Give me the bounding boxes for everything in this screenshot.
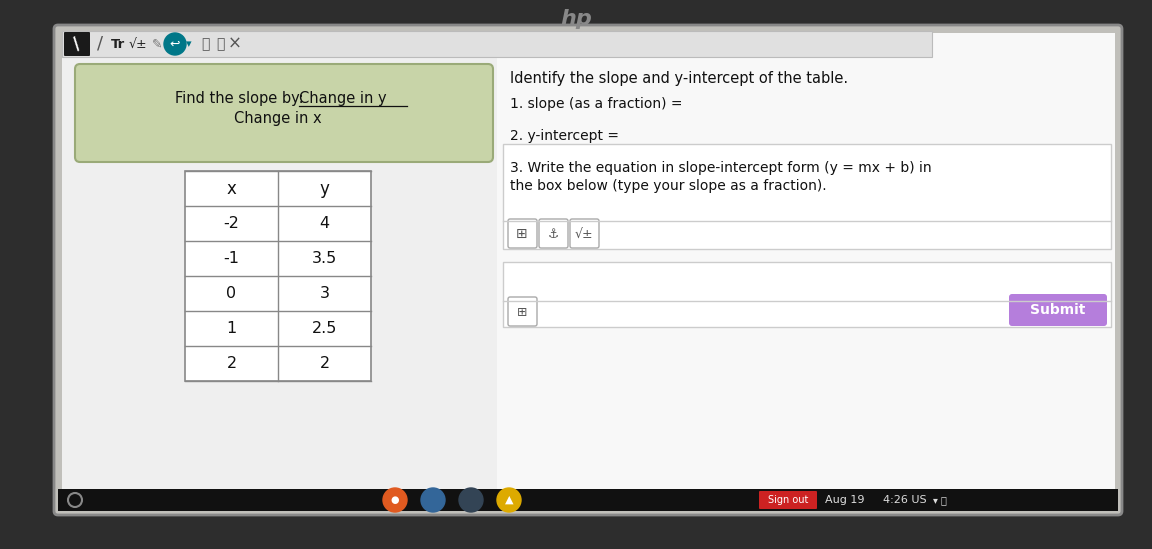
Circle shape [458, 488, 483, 512]
Text: √±: √± [129, 37, 147, 51]
Text: -1: -1 [223, 251, 240, 266]
Text: 1: 1 [227, 321, 236, 336]
FancyBboxPatch shape [54, 25, 1122, 515]
FancyBboxPatch shape [759, 491, 817, 509]
Text: ⊞: ⊞ [517, 305, 528, 318]
Text: ▾: ▾ [187, 39, 192, 49]
Text: ●: ● [391, 495, 400, 505]
FancyBboxPatch shape [185, 171, 371, 381]
Text: x: x [227, 180, 236, 198]
Text: 4:26 US: 4:26 US [884, 495, 927, 505]
Text: Identify the slope and y-intercept of the table.: Identify the slope and y-intercept of th… [510, 71, 848, 87]
Text: ⌢: ⌢ [200, 37, 210, 51]
FancyBboxPatch shape [75, 64, 493, 162]
FancyBboxPatch shape [570, 219, 599, 248]
Text: 2. y-intercept =: 2. y-intercept = [510, 129, 619, 143]
Text: 0: 0 [227, 286, 236, 301]
Text: 4: 4 [319, 216, 329, 231]
FancyBboxPatch shape [503, 262, 1111, 327]
Text: √±: √± [575, 227, 593, 240]
FancyBboxPatch shape [62, 33, 497, 507]
Circle shape [382, 488, 407, 512]
Text: Tr: Tr [111, 37, 126, 51]
FancyBboxPatch shape [503, 144, 1111, 249]
Text: 2.5: 2.5 [312, 321, 338, 336]
Text: 3. Write the equation in slope-intercept form (y = mx + b) in: 3. Write the equation in slope-intercept… [510, 161, 932, 175]
Text: /: / [69, 35, 85, 53]
Text: ⌢: ⌢ [215, 37, 225, 51]
Text: /: / [97, 35, 103, 53]
Text: 1. slope (as a fraction) =: 1. slope (as a fraction) = [510, 97, 682, 111]
Text: y: y [319, 180, 329, 198]
Circle shape [420, 488, 445, 512]
Text: Sign out: Sign out [768, 495, 809, 505]
FancyBboxPatch shape [508, 297, 537, 326]
Text: ⚓: ⚓ [547, 227, 559, 240]
FancyBboxPatch shape [1009, 294, 1107, 326]
Text: Aug 19: Aug 19 [825, 495, 865, 505]
FancyBboxPatch shape [497, 33, 1115, 507]
Text: Change in x: Change in x [234, 111, 321, 126]
Text: Change in y: Change in y [300, 92, 387, 107]
FancyBboxPatch shape [508, 219, 537, 248]
Text: 2: 2 [227, 356, 236, 371]
Text: the box below (type your slope as a fraction).: the box below (type your slope as a frac… [510, 179, 827, 193]
FancyBboxPatch shape [58, 489, 1117, 511]
Text: -2: -2 [223, 216, 240, 231]
Text: ↩: ↩ [169, 37, 180, 51]
FancyBboxPatch shape [539, 219, 568, 248]
Text: 2: 2 [319, 356, 329, 371]
Circle shape [497, 488, 521, 512]
Text: ▲: ▲ [505, 495, 514, 505]
Text: hp: hp [560, 9, 592, 29]
Text: ×: × [228, 35, 242, 53]
Text: ✎: ✎ [152, 37, 162, 51]
Text: ▾ 🔒: ▾ 🔒 [933, 495, 947, 505]
Text: 3.5: 3.5 [312, 251, 338, 266]
Text: ⊞: ⊞ [516, 227, 528, 241]
Circle shape [164, 33, 185, 55]
FancyBboxPatch shape [62, 31, 932, 57]
Text: Find the slope by:: Find the slope by: [175, 92, 313, 107]
FancyBboxPatch shape [65, 32, 90, 56]
Text: 3: 3 [319, 286, 329, 301]
Text: Submit: Submit [1030, 303, 1085, 317]
